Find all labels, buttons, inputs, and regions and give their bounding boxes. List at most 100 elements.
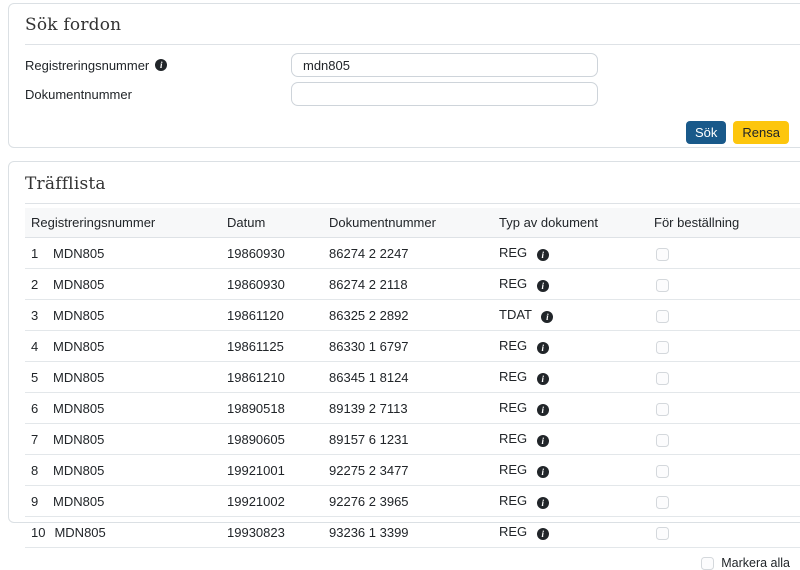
search-panel: Sök fordon Registreringsnummer i Dokumen… [8,3,800,148]
row-order-checkbox[interactable] [656,309,669,323]
row-registration-number: MDN805 [53,493,105,509]
row-order-checkbox[interactable] [656,402,669,416]
row-date: 19860930 [221,268,323,300]
column-header-for-order: För beställning [648,208,800,238]
row-registration-number: MDN805 [53,400,105,416]
table-row: 2 MDN805 19860930 86274 2 2118 REG i [25,268,800,300]
row-order-checkbox[interactable] [656,340,669,354]
row-number: 8 [31,462,39,478]
table-row: 8 MDN805 19921001 92275 2 3477 REG i [25,454,800,486]
registration-number-input[interactable] [291,53,598,77]
row-document-type: TDAT [499,307,532,322]
results-table: Registreringsnummer Datum Dokumentnummer… [25,208,800,548]
registration-number-label: Registreringsnummer i [25,58,291,73]
select-all-checkbox[interactable] [701,556,715,570]
row-number: 7 [31,431,39,447]
row-number: 5 [31,369,39,385]
row-registration-number: MDN805 [53,245,105,261]
row-number: 1 [31,245,39,261]
row-document-number: 92276 2 3965 [323,485,493,517]
info-icon[interactable]: i [536,280,549,292]
clear-button[interactable]: Rensa [733,121,789,144]
row-registration-number: MDN805 [53,431,105,447]
row-registration-number: MDN805 [53,307,105,323]
search-form: Registreringsnummer i Dokumentnummer [25,53,800,106]
row-order-checkbox[interactable] [656,526,669,540]
table-row: 10 MDN805 19930823 93236 1 3399 REG i [25,516,800,548]
row-document-number: 92275 2 3477 [323,454,493,486]
row-date: 19890605 [221,423,323,455]
row-order-checkbox[interactable] [656,247,669,261]
row-document-type: REG [499,276,528,291]
row-order-checkbox[interactable] [656,371,669,385]
row-document-number: 93236 1 3399 [323,516,493,548]
row-number: 3 [31,307,39,323]
row-document-type: REG [499,524,528,539]
document-number-label: Dokumentnummer [25,86,132,102]
row-registration-number: MDN805 [53,462,105,478]
row-document-type: REG [499,400,528,415]
table-row: 3 MDN805 19861120 86325 2 2892 TDAT i [25,299,800,331]
row-number: 2 [31,276,39,292]
row-document-type: REG [499,338,528,353]
row-document-number: 89157 6 1231 [323,423,493,455]
row-date: 19860930 [221,237,323,269]
row-document-type: REG [499,369,528,384]
row-date: 19921001 [221,454,323,486]
column-header-document-number: Dokumentnummer [323,208,493,238]
table-row: 1 MDN805 19860930 86274 2 2247 REG i [25,237,800,269]
row-document-number: 86274 2 2118 [323,268,493,300]
column-header-date: Datum [221,208,323,238]
row-date: 19921002 [221,485,323,517]
info-icon[interactable]: i [155,59,168,71]
row-document-number: 86345 1 8124 [323,361,493,393]
row-date: 19861125 [221,330,323,362]
row-order-checkbox[interactable] [656,278,669,292]
row-document-type: REG [499,245,528,260]
document-number-input[interactable] [291,82,598,106]
info-icon[interactable]: i [536,373,549,385]
search-panel-title: Sök fordon [25,13,800,45]
results-table-header: Registreringsnummer Datum Dokumentnummer… [25,208,800,238]
table-row: 5 MDN805 19861210 86345 1 8124 REG i [25,361,800,393]
select-all-row: Markera alla [25,556,790,570]
search-button[interactable]: Sök [686,121,727,144]
select-all-label[interactable]: Markera alla [721,556,790,570]
column-header-document-type: Typ av dokument [493,208,648,238]
row-document-type: REG [499,462,528,477]
page: Sök fordon Registreringsnummer i Dokumen… [8,3,800,570]
info-icon[interactable]: i [536,435,549,447]
row-date: 19861210 [221,361,323,393]
form-row-document-number: Dokumentnummer [25,82,800,106]
row-document-type: REG [499,431,528,446]
row-date: 19930823 [221,516,323,548]
info-icon[interactable]: i [536,342,549,354]
row-order-checkbox[interactable] [656,433,669,447]
info-icon[interactable]: i [536,497,549,509]
row-number: 4 [31,338,39,354]
info-icon[interactable]: i [536,249,549,261]
results-table-body: 1 MDN805 19860930 86274 2 2247 REG i 2 MDN… [25,237,800,548]
row-document-number: 86274 2 2247 [323,237,493,269]
info-icon[interactable]: i [536,466,549,478]
info-icon[interactable]: i [536,404,549,416]
row-registration-number: MDN805 [53,338,105,354]
search-button-row: Sök Rensa [25,121,789,144]
row-document-number: 86325 2 2892 [323,299,493,331]
row-date: 19861120 [221,299,323,331]
row-number: 10 [31,524,46,540]
info-icon[interactable]: i [541,311,554,323]
row-document-number: 86330 1 6797 [323,330,493,362]
row-document-number: 89139 2 7113 [323,392,493,424]
info-icon[interactable]: i [536,528,549,540]
row-order-checkbox[interactable] [656,464,669,478]
table-row: 4 MDN805 19861125 86330 1 6797 REG i [25,330,800,362]
row-registration-number: MDN805 [53,369,105,385]
table-row: 6 MDN805 19890518 89139 2 7113 REG i [25,392,800,424]
results-panel: Träfflista Registreringsnummer Datum Dok… [8,161,800,570]
results-panel-title: Träfflista [25,172,800,204]
row-number: 9 [31,493,39,509]
row-order-checkbox[interactable] [656,495,669,509]
row-date: 19890518 [221,392,323,424]
row-document-type: REG [499,493,528,508]
